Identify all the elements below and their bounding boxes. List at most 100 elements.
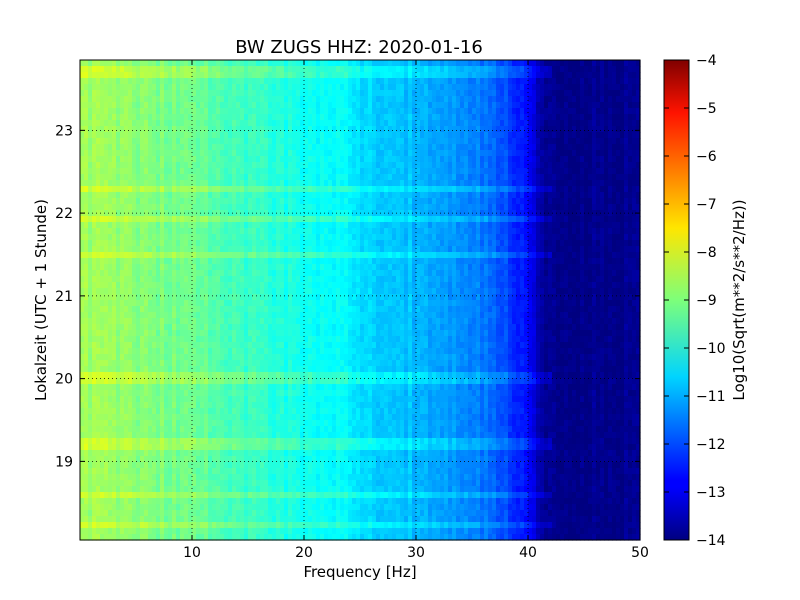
- heatmap-cell: [204, 114, 209, 121]
- heatmap-cell: [248, 96, 253, 103]
- heatmap-cell: [116, 354, 121, 361]
- heatmap-cell: [156, 138, 161, 145]
- heatmap-cell: [268, 420, 273, 427]
- heatmap-cell: [288, 264, 293, 271]
- heatmap-cell: [112, 198, 117, 205]
- heatmap-cell: [296, 300, 301, 307]
- heatmap-cell: [172, 438, 177, 445]
- heatmap-cell: [188, 282, 193, 289]
- heatmap-cell: [152, 492, 157, 499]
- heatmap-cell: [268, 348, 273, 355]
- heatmap-cell: [288, 162, 293, 169]
- heatmap-cell: [132, 252, 137, 259]
- heatmap-cell: [140, 126, 145, 133]
- heatmap-cell: [264, 306, 269, 313]
- heatmap-cell: [148, 378, 153, 385]
- heatmap-cell: [276, 342, 281, 349]
- heatmap-cell: [192, 180, 197, 187]
- heatmap-cell: [104, 522, 109, 529]
- heatmap-cell: [144, 258, 149, 265]
- heatmap-cell: [272, 138, 277, 145]
- heatmap-cell: [136, 414, 141, 421]
- heatmap-cell: [84, 330, 89, 337]
- heatmap-cell: [204, 84, 209, 91]
- heatmap-cell: [96, 354, 101, 361]
- heatmap-cell: [236, 180, 241, 187]
- heatmap-cell: [256, 486, 261, 493]
- heatmap-cell: [116, 432, 121, 439]
- heatmap-cell: [180, 450, 185, 457]
- heatmap-cell: [132, 516, 137, 523]
- heatmap-cell: [196, 204, 201, 211]
- heatmap-cell: [184, 384, 189, 391]
- heatmap-cell: [192, 168, 197, 175]
- heatmap-cell: [256, 102, 261, 109]
- heatmap-cell: [208, 114, 213, 121]
- heatmap-cell: [188, 216, 193, 223]
- heatmap-cell: [156, 90, 161, 97]
- heatmap-cell: [220, 222, 225, 229]
- heatmap-cell: [168, 102, 173, 109]
- heatmap-cell: [200, 306, 205, 313]
- heatmap-cell: [104, 84, 109, 91]
- heatmap-cell: [320, 498, 325, 505]
- heatmap-cell: [316, 480, 321, 487]
- heatmap-cell: [300, 150, 305, 157]
- heatmap-cell: [296, 204, 301, 211]
- heatmap-cell: [168, 126, 173, 133]
- heatmap-cell: [124, 378, 129, 385]
- heatmap-cell: [248, 504, 253, 511]
- heatmap-cell: [280, 474, 285, 481]
- heatmap-cell: [84, 366, 89, 373]
- heatmap-cell: [196, 222, 201, 229]
- heatmap-cell: [228, 348, 233, 355]
- heatmap-cell: [304, 426, 309, 433]
- heatmap-cell: [108, 444, 113, 451]
- heatmap-cell: [100, 252, 105, 259]
- heatmap-cell: [328, 66, 333, 73]
- heatmap-cell: [272, 78, 277, 85]
- heatmap-cell: [316, 276, 321, 283]
- heatmap-cell: [264, 114, 269, 121]
- heatmap-cell: [304, 498, 309, 505]
- heatmap-cell: [256, 252, 261, 259]
- heatmap-cell: [96, 150, 101, 157]
- heatmap-cell: [312, 336, 317, 343]
- heatmap-cell: [96, 222, 101, 229]
- heatmap-cell: [148, 312, 153, 319]
- heatmap-cell: [248, 468, 253, 475]
- heatmap-cell: [220, 342, 225, 349]
- heatmap-cell: [156, 426, 161, 433]
- heatmap-cell: [216, 222, 221, 229]
- heatmap-cell: [244, 192, 249, 199]
- heatmap-cell: [288, 216, 293, 223]
- heatmap-cell: [132, 300, 137, 307]
- heatmap-cell: [276, 102, 281, 109]
- heatmap-cell: [192, 240, 197, 247]
- heatmap-cell: [260, 312, 265, 319]
- heatmap-cell: [100, 312, 105, 319]
- heatmap-cell: [328, 162, 333, 169]
- heatmap-cell: [180, 210, 185, 217]
- heatmap-cell: [188, 402, 193, 409]
- heatmap-cell: [276, 60, 281, 67]
- heatmap-cell: [324, 168, 329, 175]
- heatmap-cell: [300, 528, 305, 535]
- heatmap-cell: [188, 210, 193, 217]
- heatmap-cell: [280, 396, 285, 403]
- heatmap-cell: [256, 366, 261, 373]
- heatmap-cell: [260, 456, 265, 463]
- heatmap-cell: [224, 360, 229, 367]
- heatmap-cell: [124, 504, 129, 511]
- heatmap-cell: [240, 186, 245, 193]
- heatmap-cell: [92, 204, 97, 211]
- heatmap-cell: [324, 336, 329, 343]
- heatmap-cell: [252, 132, 257, 139]
- heatmap-cell: [132, 324, 137, 331]
- heatmap-cell: [156, 252, 161, 259]
- heatmap-cell: [184, 222, 189, 229]
- heatmap-cell: [316, 402, 321, 409]
- heatmap-cell: [84, 228, 89, 235]
- heatmap-cell: [96, 210, 101, 217]
- heatmap-cell: [312, 150, 317, 157]
